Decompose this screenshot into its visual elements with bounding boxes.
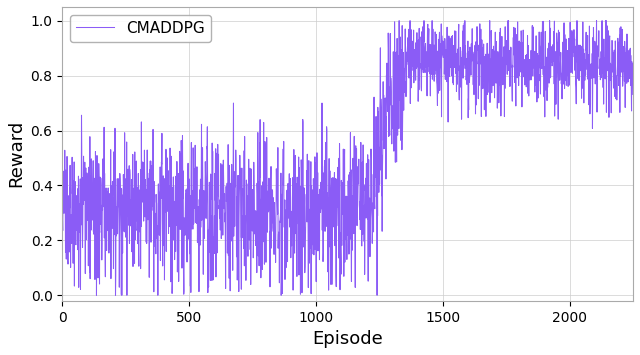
- Line: CMADDPG: CMADDPG: [62, 21, 633, 295]
- CMADDPG: [629, 92, 637, 97]
- Y-axis label: Reward: Reward: [7, 120, 25, 187]
- CMADDPG: [470, 53, 478, 57]
- X-axis label: Episode: Episode: [312, 330, 383, 348]
- CMADDPG: [550, 19, 558, 23]
- CMADDPG: [336, 288, 344, 292]
- CMADDPG: [93, 293, 100, 297]
- CMADDPG: [536, 92, 544, 96]
- CMADDPG: [58, 147, 66, 151]
- CMADDPG: [550, 29, 557, 34]
- CMADDPG: [396, 18, 403, 23]
- Legend: CMADDPG: CMADDPG: [70, 15, 211, 42]
- CMADDPG: [383, 87, 391, 91]
